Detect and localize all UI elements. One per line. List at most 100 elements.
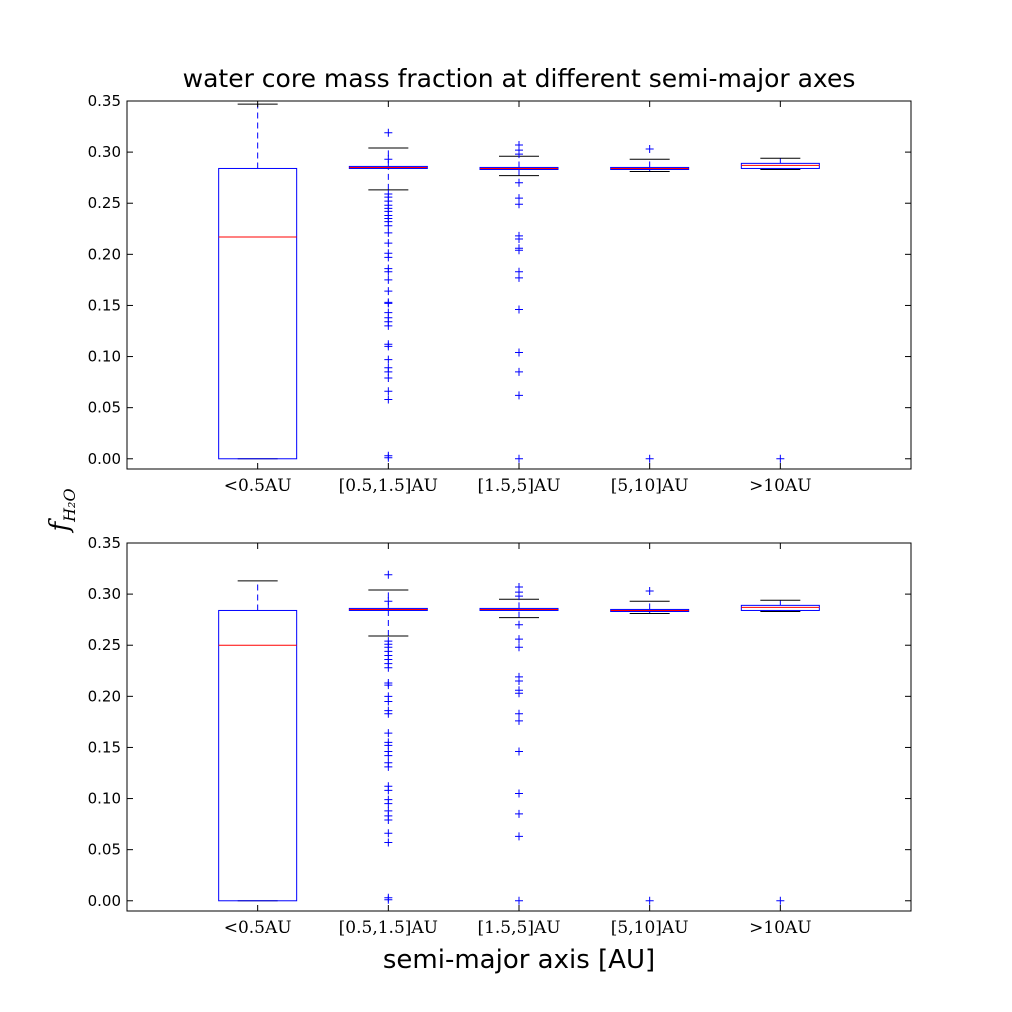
x-category-label: [5,10]AU	[611, 918, 689, 938]
bottom-panel: 0.00 0.05 0.10 0.15 0.20 0.25 0.30 0.35 <0.5AU [0…	[88, 534, 912, 938]
outlier-point	[384, 239, 393, 248]
outlier-point	[515, 789, 523, 798]
chart-title: water core mass fraction at different se…	[183, 64, 856, 93]
outlier-point	[384, 816, 393, 825]
y-tick-label: 0.00	[88, 450, 121, 468]
x-category-label: >10AU	[749, 918, 811, 938]
box	[218, 609, 298, 902]
outlier-point	[384, 597, 393, 606]
outlier-point	[645, 896, 654, 905]
outlier-point	[384, 355, 393, 364]
outlier-point	[515, 677, 523, 685]
y-tick-label: 0.05	[88, 399, 121, 417]
outlier-point	[384, 253, 393, 262]
outlier-point	[515, 305, 523, 314]
outlier-point	[384, 221, 393, 230]
outlier-point	[384, 287, 393, 296]
outlier-point	[384, 570, 393, 579]
x-category-label: <0.5AU	[224, 918, 292, 938]
y-tick-label: 0.35	[88, 534, 121, 552]
outlier-point	[384, 342, 393, 351]
outlier-point	[515, 454, 523, 463]
box	[740, 162, 820, 169]
outlier-point	[515, 235, 523, 243]
outlier-point	[384, 663, 393, 672]
outlier-point	[384, 387, 393, 396]
outlier-point	[515, 809, 523, 818]
x-category-label: <0.5AU	[224, 476, 292, 496]
outlier-point	[384, 729, 393, 738]
outlier-point	[515, 150, 523, 159]
top-panel: 0.00 0.05 0.10 0.15 0.20 0.25 0.30 0.35 <0.5AU [0…	[88, 92, 912, 496]
box	[218, 167, 298, 460]
outlier-point	[515, 246, 523, 255]
y-tick-label: 0.20	[88, 687, 121, 705]
outlier-point	[515, 367, 523, 376]
outlier-point	[515, 709, 523, 718]
outlier-point	[645, 145, 654, 154]
outlier-point	[515, 716, 523, 725]
outlier-point	[384, 128, 393, 137]
outlier-point	[515, 348, 523, 357]
outlier-point	[384, 751, 393, 760]
y-tick-label: 0.25	[88, 194, 121, 212]
outlier-point	[776, 896, 785, 905]
outlier-point	[515, 832, 523, 841]
outlier-point	[384, 228, 393, 237]
outlier-point	[384, 697, 393, 706]
outlier-point	[384, 762, 393, 771]
outlier-point	[515, 391, 523, 400]
y-tick-label: 0.10	[88, 348, 121, 366]
outlier-point	[384, 786, 393, 795]
x-category-label: [0.5,1.5]AU	[339, 918, 438, 938]
outlier-point	[384, 155, 393, 164]
axes-frame	[126, 100, 912, 470]
outlier-point	[384, 799, 393, 808]
outlier-point	[384, 681, 393, 690]
x-category-label: >10AU	[749, 476, 811, 496]
outlier-point	[645, 587, 654, 596]
y-tick-label: 0.15	[88, 738, 121, 756]
y-tick-label: 0.05	[88, 841, 121, 859]
outlier-point	[515, 620, 523, 629]
x-category-label: [1.5,5]AU	[477, 918, 560, 938]
axes-frame	[126, 542, 912, 912]
x-category-label: [0.5,1.5]AU	[339, 476, 438, 496]
outlier-point	[515, 747, 523, 756]
outlier-point	[515, 643, 523, 652]
outlier-point	[384, 453, 393, 462]
outlier-point	[645, 454, 654, 463]
outlier-point	[384, 895, 393, 904]
outlier-point	[384, 838, 393, 847]
outlier-point	[515, 689, 523, 698]
y-tick-label: 0.35	[88, 92, 121, 110]
y-tick-label: 0.15	[88, 296, 121, 314]
outlier-point	[515, 273, 523, 282]
outlier-point	[384, 395, 393, 404]
outlier-point	[515, 592, 523, 601]
y-tick-label: 0.30	[88, 143, 121, 161]
x-category-label: [5,10]AU	[611, 476, 689, 496]
outlier-point	[384, 267, 393, 276]
outlier-point	[384, 709, 393, 718]
y-tick-label: 0.10	[88, 790, 121, 808]
box	[740, 604, 820, 611]
outlier-point	[515, 896, 523, 905]
x-category-label: [1.5,5]AU	[477, 476, 560, 496]
y-tick-label: 0.20	[88, 245, 121, 263]
outlier-point	[515, 200, 523, 209]
outlier-point	[384, 299, 393, 308]
y-tick-label: 0.30	[88, 585, 121, 603]
outlier-point	[515, 635, 523, 644]
y-tick-label: 0.25	[88, 636, 121, 654]
x-axis-label: semi-major axis [AU]	[383, 945, 655, 975]
outlier-point	[384, 275, 393, 284]
outlier-point	[384, 321, 393, 330]
outlier-point	[776, 454, 785, 463]
y-tick-label: 0.00	[88, 892, 121, 910]
y-axis-label-subscript: H₂O	[60, 488, 79, 522]
outlier-point	[384, 374, 393, 383]
outlier-point	[515, 178, 523, 187]
